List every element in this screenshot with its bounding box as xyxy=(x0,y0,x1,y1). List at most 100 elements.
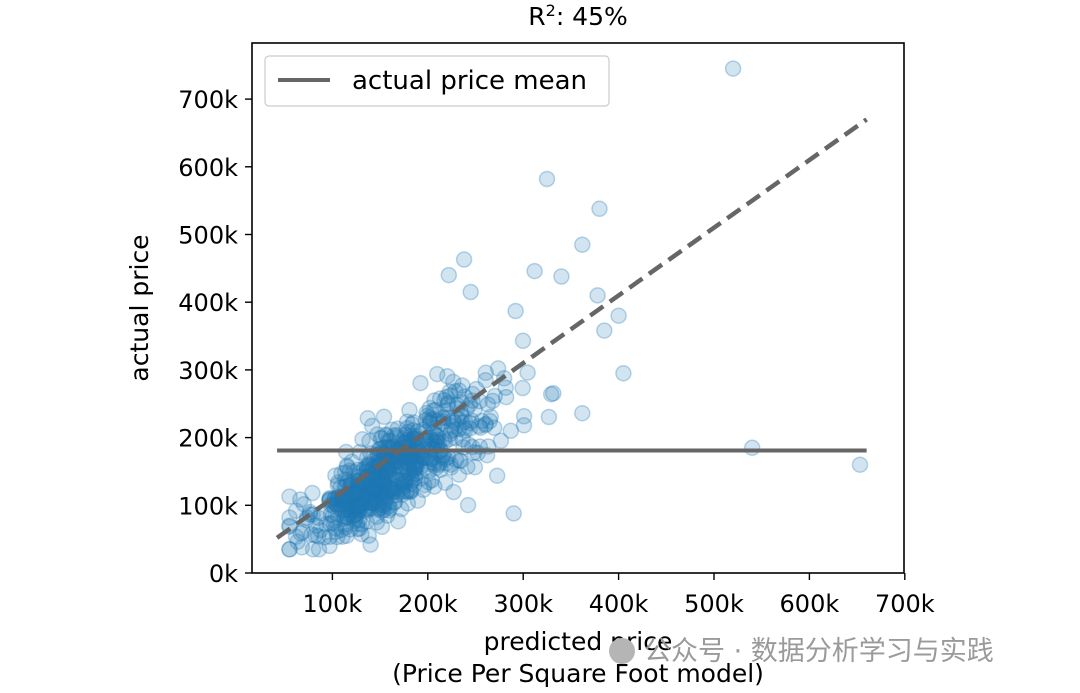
scatter-point xyxy=(421,456,438,473)
scatter-point xyxy=(596,322,613,339)
scatter-point xyxy=(353,495,371,513)
scatter-point xyxy=(322,515,339,532)
scatter-point xyxy=(406,460,424,477)
scatter-point xyxy=(450,466,468,483)
scatter-point xyxy=(344,485,361,502)
scatter-point xyxy=(426,456,443,474)
scatter-point xyxy=(316,529,333,546)
scatter-point xyxy=(421,399,439,417)
scatter-point xyxy=(336,508,354,526)
scatter-point xyxy=(407,455,425,472)
scatter-point xyxy=(486,387,504,405)
x-tick-label: 200k xyxy=(398,590,458,618)
scatter-point xyxy=(363,477,381,495)
scatter-point xyxy=(340,491,358,508)
scatter-point xyxy=(574,404,591,422)
scatter-point xyxy=(326,512,344,530)
scatter-point xyxy=(325,514,342,532)
scatter-point xyxy=(463,412,480,429)
scatter-point xyxy=(851,456,869,473)
scatter-point xyxy=(404,421,422,439)
scatter-point xyxy=(318,515,335,533)
scatter-point xyxy=(343,453,361,470)
scatter-point xyxy=(526,262,543,280)
scatter-point xyxy=(312,521,329,539)
scatter-point xyxy=(364,494,381,512)
scatter-point xyxy=(331,495,348,513)
scatter-point xyxy=(349,504,367,522)
scatter-point xyxy=(519,364,536,381)
scatter-point xyxy=(370,495,388,513)
scatter-point xyxy=(420,462,438,480)
scatter-point xyxy=(497,379,514,396)
x-tick-label: 400k xyxy=(589,590,649,618)
scatter-point xyxy=(393,458,411,476)
scatter-point xyxy=(407,459,424,477)
scatter-point xyxy=(378,507,396,524)
scatter-point xyxy=(333,465,350,482)
scatter-point xyxy=(351,494,369,512)
scatter-point xyxy=(456,413,474,430)
scatter-point xyxy=(389,471,406,489)
scatter-point xyxy=(379,482,396,500)
scatter-point xyxy=(452,452,469,470)
scatter-point xyxy=(344,495,362,512)
scatter-point xyxy=(348,486,365,503)
scatter-point xyxy=(360,483,377,501)
scatter-point xyxy=(405,459,422,476)
scatter-point xyxy=(477,416,494,434)
scatter-point xyxy=(515,417,533,434)
scatter-point xyxy=(432,461,449,478)
scatter-point xyxy=(322,505,340,523)
chart-title-superscript: 2 xyxy=(546,1,556,20)
axes-frame xyxy=(251,42,905,574)
scatter-point xyxy=(367,470,385,487)
chart-title-suffix: : 45% xyxy=(556,2,628,31)
scatter-point xyxy=(380,498,398,515)
scatter-point xyxy=(408,457,426,474)
scatter-point xyxy=(388,427,406,444)
scatter-point xyxy=(303,526,320,543)
scatter-point xyxy=(344,486,362,503)
scatter-point xyxy=(376,476,394,494)
scatter-point xyxy=(405,456,422,474)
scatter-point xyxy=(426,392,443,409)
scatter-point xyxy=(412,374,429,392)
scatter-point xyxy=(442,459,460,476)
scatter-point xyxy=(393,480,411,497)
scatter-point xyxy=(393,475,411,492)
x-tick-label: 500k xyxy=(684,590,744,618)
scatter-point xyxy=(367,479,385,497)
scatter-point xyxy=(394,483,411,501)
scatter-point xyxy=(402,482,420,499)
scatter-point xyxy=(353,525,370,543)
scatter-point xyxy=(373,518,391,536)
scatter-point xyxy=(387,471,404,488)
scatter-point xyxy=(406,462,423,479)
scatter-point xyxy=(515,408,533,425)
scatter-point xyxy=(398,453,416,470)
scatter-point xyxy=(369,426,386,443)
scatter-point xyxy=(363,479,380,497)
scatter-point xyxy=(379,467,397,484)
scatter-point xyxy=(392,458,409,476)
scatter-point xyxy=(397,474,414,491)
scatter-point xyxy=(377,426,394,443)
scatter-point xyxy=(338,527,355,545)
scatter-point xyxy=(358,485,375,503)
scatter-point xyxy=(538,170,556,188)
scatter-point xyxy=(368,514,386,531)
scatter-point xyxy=(426,478,443,495)
x-axis-sublabel: (Price Per Square Foot model) xyxy=(392,659,764,688)
scatter-point xyxy=(455,251,473,268)
scatter-point xyxy=(337,518,354,536)
scatter-point xyxy=(425,454,442,472)
scatter-point xyxy=(369,478,386,495)
scatter-point xyxy=(307,517,325,534)
scatter-point xyxy=(386,494,404,511)
scatter-point xyxy=(398,460,416,477)
scatter-point xyxy=(386,483,403,500)
scatter-point xyxy=(386,493,403,511)
scatter-point xyxy=(461,420,479,437)
